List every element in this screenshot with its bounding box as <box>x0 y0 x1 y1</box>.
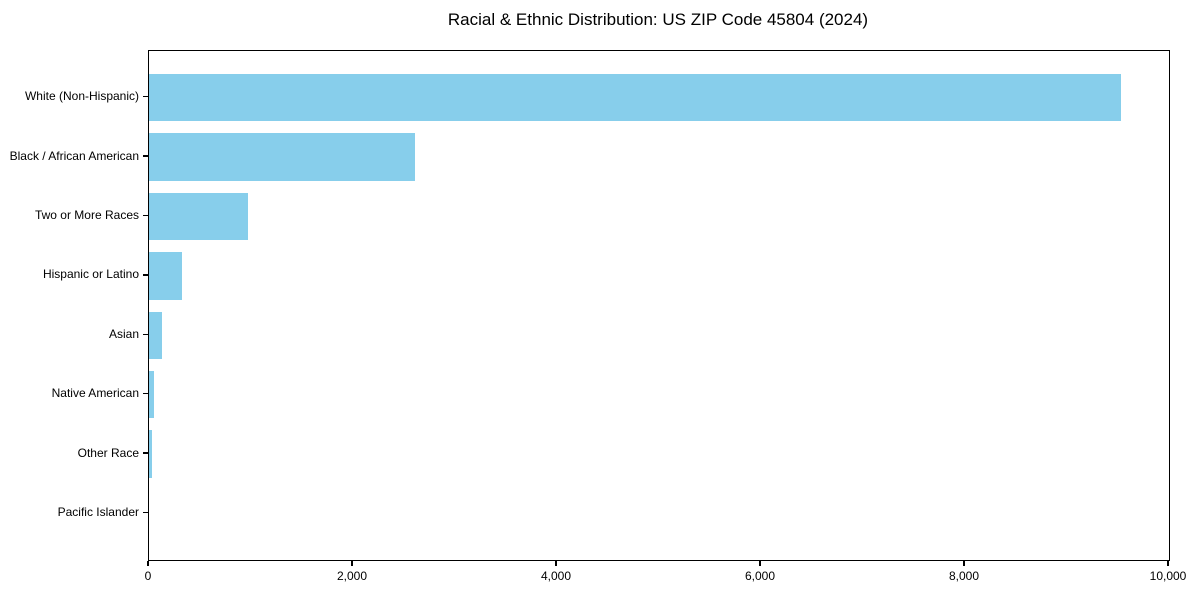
x-axis-tick <box>963 560 965 566</box>
x-tick-label: 0 <box>144 569 152 583</box>
y-axis-tick <box>143 333 148 336</box>
y-axis-tick <box>143 392 148 395</box>
x-tick-label: 10,000 <box>1149 569 1187 583</box>
y-tick-label: Two or More Races <box>34 208 139 222</box>
bar-two-or-more-races <box>149 192 248 241</box>
y-axis-tick <box>143 274 148 276</box>
y-tick-label: Pacific Islander <box>57 505 139 519</box>
x-axis-tick <box>1167 560 1169 566</box>
x-tick-label: 6,000 <box>744 569 776 583</box>
x-tick-label: 2,000 <box>336 569 368 583</box>
x-tick-label: 4,000 <box>540 569 572 583</box>
y-tick-label: Native American <box>51 386 139 401</box>
x-tick-label: 8,000 <box>948 569 980 583</box>
y-axis-tick <box>143 511 148 514</box>
y-tick-label: White (Non-Hispanic) <box>24 89 139 104</box>
y-axis-tick <box>143 214 148 217</box>
x-axis-tick <box>351 560 353 566</box>
y-tick-label: Other Race <box>77 445 139 460</box>
y-axis-tick <box>143 452 148 454</box>
y-tick-label: Black / African American <box>9 148 139 163</box>
x-axis-tick <box>555 560 557 566</box>
bar-asian <box>149 311 162 360</box>
y-axis-tick <box>143 95 148 98</box>
y-tick-label: Hispanic or Latino <box>42 267 139 282</box>
y-axis-tick <box>143 155 148 157</box>
x-axis-tick <box>147 560 149 566</box>
bar-other-race <box>149 430 153 478</box>
bar-hispanic-or-latino <box>149 252 182 300</box>
chart-title: Racial & Ethnic Distribution: US ZIP Cod… <box>447 10 869 29</box>
y-tick-label: Asian <box>108 326 139 341</box>
bar-native-american <box>149 370 155 419</box>
plot-area <box>148 50 1170 561</box>
bar-white-non-hispanic <box>149 73 1122 122</box>
x-axis-tick <box>759 560 761 566</box>
bar-black-african-american <box>149 133 416 181</box>
